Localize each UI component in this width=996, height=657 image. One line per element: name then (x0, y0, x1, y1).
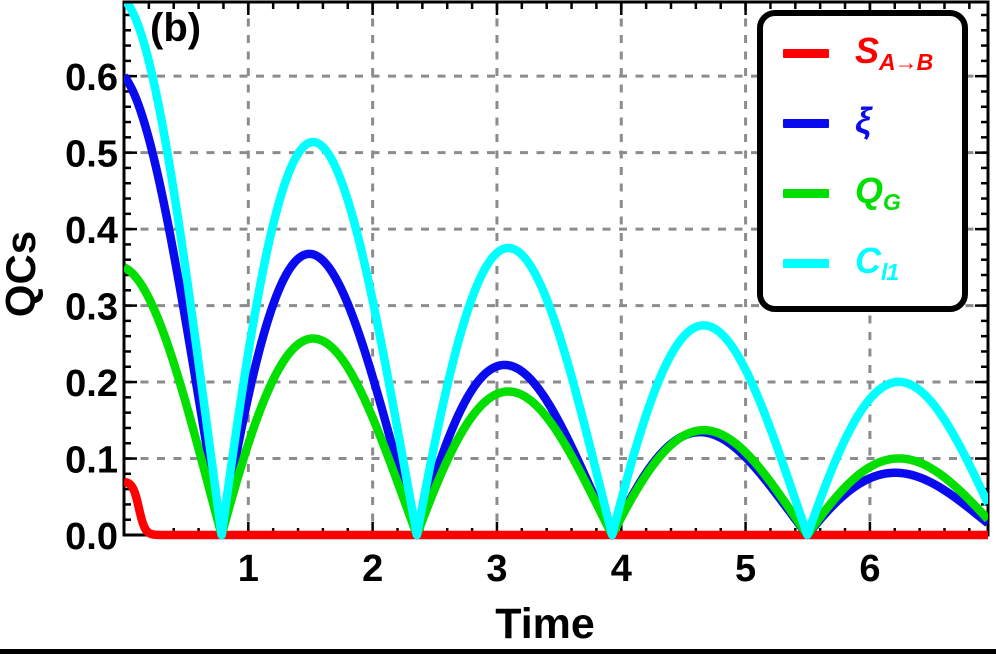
y-tick-label: 0.2 (65, 363, 118, 405)
axis-ticks (124, 2, 988, 537)
legend: SA→B ξ QG Cl1 (757, 10, 968, 312)
legend-key-line-red (783, 48, 829, 58)
y-tick-label: 0.4 (65, 210, 118, 252)
bottom-separator-line (0, 649, 996, 654)
legend-item-xi: ξ (763, 88, 962, 158)
legend-label-qg: QG (855, 169, 901, 215)
legend-key-line-blue (783, 118, 829, 128)
y-tick-label: 0.0 (65, 516, 118, 558)
legend-item-qg: QG (763, 158, 962, 228)
x-tick-label: 2 (362, 548, 383, 590)
x-tick-label: 6 (859, 548, 880, 590)
y-tick-label: 0.5 (65, 134, 118, 176)
legend-item-s-ab: SA→B (763, 18, 962, 88)
y-tick-label: 0.3 (65, 287, 118, 329)
curves (124, 3, 988, 540)
y-axis-title: QCs (0, 230, 44, 318)
x-tick-label: 1 (238, 548, 259, 590)
curve-C_l1 (124, 3, 988, 540)
x-tick-label: 3 (486, 548, 507, 590)
y-tick-label: 0.6 (65, 57, 118, 99)
legend-label-s-ab: SA→B (855, 29, 933, 75)
legend-key-line-cyan (783, 258, 829, 268)
x-tick-labels: 1 2 3 4 5 6 (238, 548, 881, 590)
curve-Q_G (124, 263, 988, 540)
curve-ξ (124, 72, 988, 540)
y-tick-label: 0.1 (65, 440, 118, 482)
legend-label-cl1: Cl1 (855, 239, 899, 285)
legend-key-line-green (783, 188, 829, 198)
curve-S_A→B (124, 477, 988, 540)
x-axis-title: Time (495, 600, 595, 648)
gridlines (124, 2, 988, 535)
x-tick-label: 5 (735, 548, 756, 590)
y-tick-labels: 0.0 0.1 0.2 0.3 0.4 0.5 0.6 (65, 57, 118, 558)
x-tick-label: 4 (611, 548, 632, 590)
legend-item-cl1: Cl1 (763, 228, 962, 298)
legend-label-xi: ξ (855, 99, 872, 141)
panel-label: (b) (150, 6, 202, 50)
